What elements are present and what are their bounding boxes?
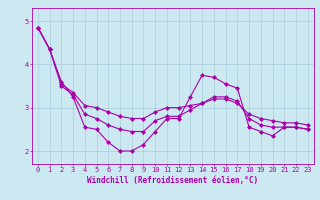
X-axis label: Windchill (Refroidissement éolien,°C): Windchill (Refroidissement éolien,°C) — [87, 176, 258, 185]
